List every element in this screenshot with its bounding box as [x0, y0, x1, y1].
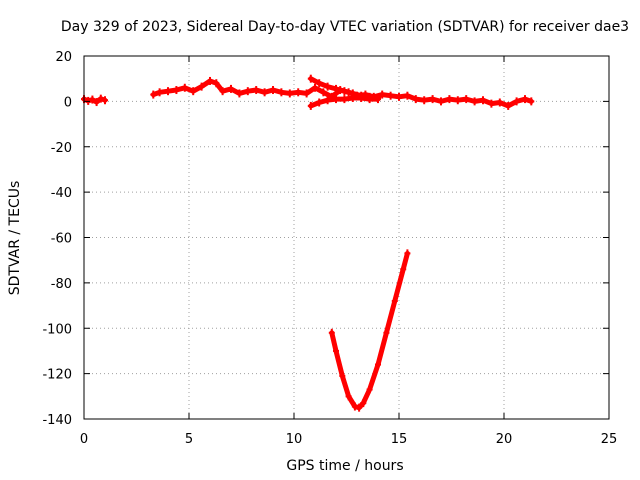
data-point	[341, 95, 348, 104]
x-tick-label: 25	[601, 432, 618, 447]
data-point	[391, 297, 398, 306]
data-point	[307, 74, 314, 83]
x-tick-label: 20	[496, 432, 513, 447]
data-point	[181, 83, 188, 92]
data-point	[303, 89, 310, 98]
data-point	[244, 87, 251, 96]
data-point	[360, 399, 367, 408]
x-tick-label: 0	[80, 432, 88, 447]
data-point	[351, 402, 358, 411]
data-point	[505, 101, 512, 110]
data-point	[480, 96, 486, 105]
data-point	[333, 346, 339, 355]
data-point	[358, 93, 365, 102]
data-point	[190, 87, 197, 96]
data-point	[198, 82, 205, 91]
data-point	[496, 98, 503, 107]
data-point	[375, 360, 381, 369]
data-point	[270, 86, 276, 95]
data-point	[488, 99, 495, 108]
data-point	[324, 96, 331, 105]
data-point	[278, 88, 285, 97]
data-point	[366, 385, 373, 394]
y-tick-label: -100	[42, 322, 72, 337]
data-point	[156, 88, 163, 97]
data-point	[356, 403, 363, 412]
data-point	[341, 87, 348, 96]
y-tick-labels: 20 0 -20 -40 -60 -80 -100 -120 -140	[42, 50, 72, 428]
data-point	[528, 97, 535, 106]
data-point	[312, 83, 318, 92]
data-point	[438, 97, 444, 106]
data-point	[463, 95, 470, 104]
data-point	[387, 91, 394, 100]
data-point	[396, 92, 402, 101]
series-group	[81, 74, 535, 412]
data-point	[316, 98, 323, 107]
data-point	[383, 328, 390, 337]
data-point	[366, 95, 373, 104]
data-point	[150, 90, 157, 99]
y-tick-label: -60	[51, 232, 72, 247]
data-point	[333, 84, 339, 93]
data-point	[349, 93, 356, 102]
data-point	[454, 96, 461, 105]
data-point	[404, 91, 411, 100]
y-tick-label: -40	[51, 186, 72, 201]
data-point	[165, 87, 171, 96]
data-point	[102, 96, 108, 105]
ticks	[83, 55, 610, 420]
data-point	[328, 328, 335, 337]
y-tick-label: -20	[51, 141, 72, 156]
x-tick-labels: 0 5 10 15 20 25	[80, 432, 617, 447]
x-tick-label: 5	[185, 432, 193, 447]
grid	[84, 56, 609, 419]
data-point	[522, 95, 528, 104]
data-point	[404, 249, 411, 258]
y-tick-label: -120	[42, 368, 72, 383]
data-point	[471, 97, 478, 106]
data-point	[207, 76, 213, 85]
data-point	[261, 88, 268, 97]
data-point	[513, 97, 520, 106]
data-point	[219, 87, 226, 96]
chart-title: Day 329 of 2023, Sidereal Day-to-day VTE…	[61, 19, 629, 35]
data-point	[173, 86, 180, 95]
data-point	[379, 90, 386, 99]
data-point	[421, 96, 428, 105]
data-point	[93, 98, 100, 107]
data-point	[400, 265, 407, 274]
data-point	[412, 95, 419, 104]
data-point	[324, 82, 331, 91]
data-point	[345, 392, 352, 401]
x-tick-label: 15	[391, 432, 408, 447]
data-point	[213, 79, 220, 88]
y-axis-label: SDTVAR / TECUs	[7, 181, 23, 296]
y-tick-label: -80	[51, 277, 72, 292]
data-point	[375, 95, 381, 104]
x-tick-label: 10	[286, 432, 303, 447]
x-axis-label: GPS time / hours	[286, 458, 403, 474]
data-point	[429, 95, 436, 104]
data-point	[339, 371, 346, 380]
data-point	[307, 101, 314, 110]
y-tick-label: -140	[42, 413, 72, 428]
data-point	[228, 84, 234, 93]
data-point	[316, 79, 323, 88]
data-point	[295, 88, 302, 97]
data-point	[89, 95, 96, 104]
data-point	[253, 86, 260, 95]
data-point	[286, 89, 293, 98]
data-point	[333, 95, 339, 104]
y-tick-label: 20	[55, 50, 72, 65]
data-point	[320, 88, 327, 97]
data-point	[446, 95, 453, 104]
data-point	[236, 89, 243, 98]
data-point	[97, 94, 104, 103]
y-tick-label: 0	[64, 95, 72, 110]
